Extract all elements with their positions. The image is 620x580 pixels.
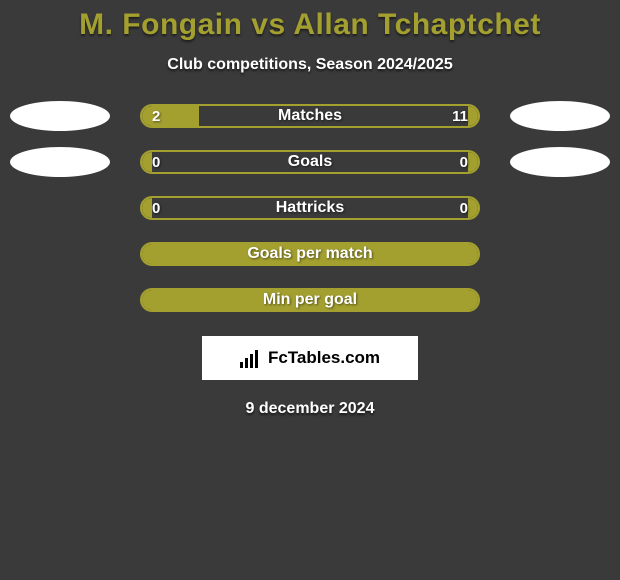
stat-bar: Min per goal [140,288,480,312]
stat-row: Min per goal [0,288,620,312]
page-title: M. Fongain vs Allan Tchaptchet [0,8,620,42]
stat-bar: 211Matches [140,104,480,128]
player-right-oval [510,147,610,177]
comparison-widget: M. Fongain vs Allan Tchaptchet Club comp… [0,0,620,418]
bar-chart-icon [240,348,262,368]
player-right-oval [510,101,610,131]
stat-bar: Goals per match [140,242,480,266]
stat-row: 00Hattricks [0,196,620,220]
stat-bar: 00Hattricks [140,196,480,220]
stat-label: Goals per match [142,245,478,263]
subtitle: Club competitions, Season 2024/2025 [0,56,620,74]
stat-row: 211Matches [0,104,620,128]
player-left-oval [10,101,110,131]
logo-text: FcTables.com [268,348,380,368]
stat-label: Matches [142,107,478,125]
stat-label: Min per goal [142,291,478,309]
date-label: 9 december 2024 [0,400,620,418]
stat-row: Goals per match [0,242,620,266]
player-left-oval [10,147,110,177]
stat-bar: 00Goals [140,150,480,174]
stat-label: Goals [142,153,478,171]
stat-label: Hattricks [142,199,478,217]
stats-rows: 211Matches 00Goals 00Hattricks Goals per ma… [0,104,620,312]
logo-box[interactable]: FcTables.com [202,336,418,380]
stat-row: 00Goals [0,150,620,174]
